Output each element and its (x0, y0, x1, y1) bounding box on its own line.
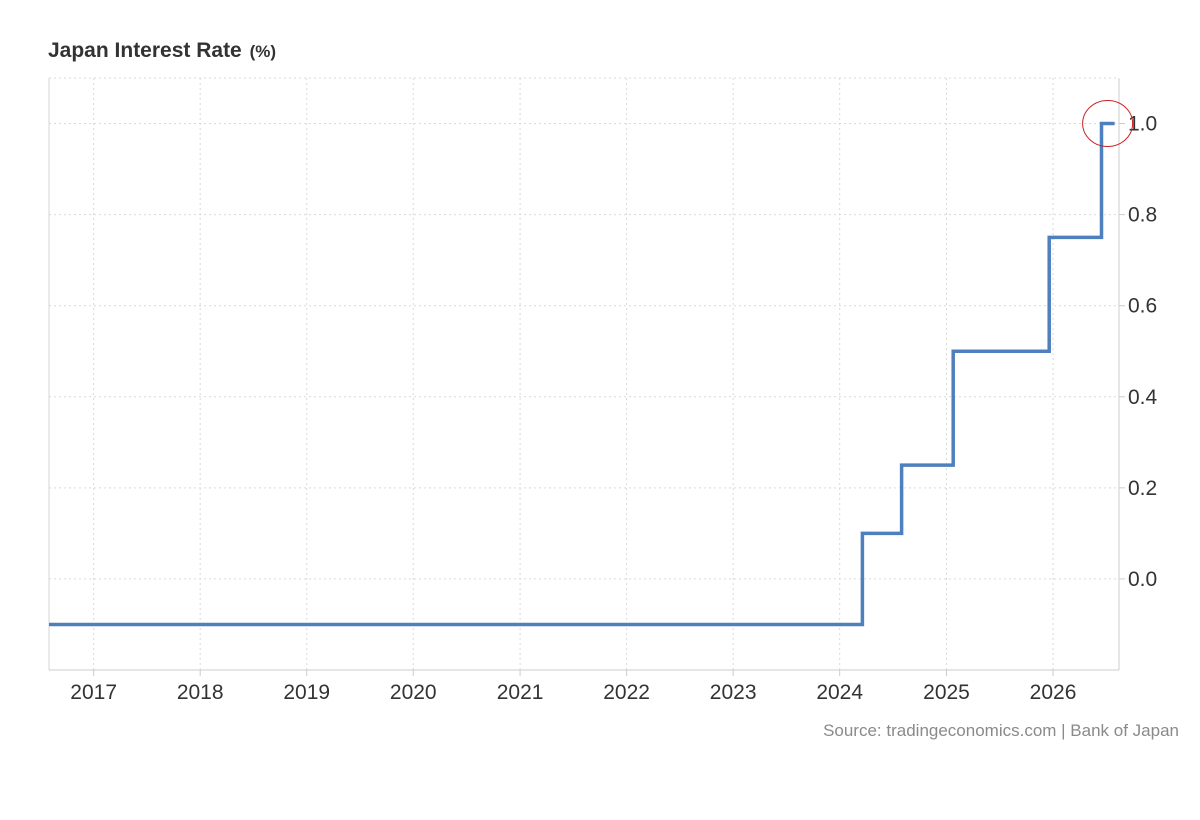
source-attribution: Source: tradingeconomics.com | Bank of J… (823, 721, 1179, 740)
x-tick-label: 2019 (283, 681, 330, 704)
y-tick-label: 0.2 (1128, 477, 1157, 500)
chart-title-text: Japan Interest Rate (48, 39, 242, 62)
x-tick-label: 2017 (70, 681, 117, 704)
chart-title: Japan Interest Rate (%) (48, 39, 276, 63)
x-tick-label: 2021 (497, 681, 544, 704)
y-tick-label: 0.0 (1128, 568, 1157, 591)
interest-rate-line (49, 121, 1115, 627)
x-tick-label: 2020 (390, 681, 437, 704)
y-tick-label: 0.4 (1128, 386, 1158, 409)
x-tick-label: 2025 (923, 681, 970, 704)
y-tick-label: 0.8 (1128, 204, 1157, 227)
x-tick-label: 2022 (603, 681, 650, 704)
x-tick-label: 2026 (1030, 681, 1077, 704)
chart-title-unit: (%) (249, 42, 277, 61)
x-tick-label: 2024 (816, 681, 863, 704)
y-tick-label: 1.0 (1128, 113, 1157, 136)
x-tick-label: 2023 (710, 681, 757, 704)
x-tick-label: 2018 (177, 681, 224, 704)
y-tick-label: 0.6 (1128, 295, 1157, 318)
latest-value-highlight-circle (1082, 100, 1134, 148)
